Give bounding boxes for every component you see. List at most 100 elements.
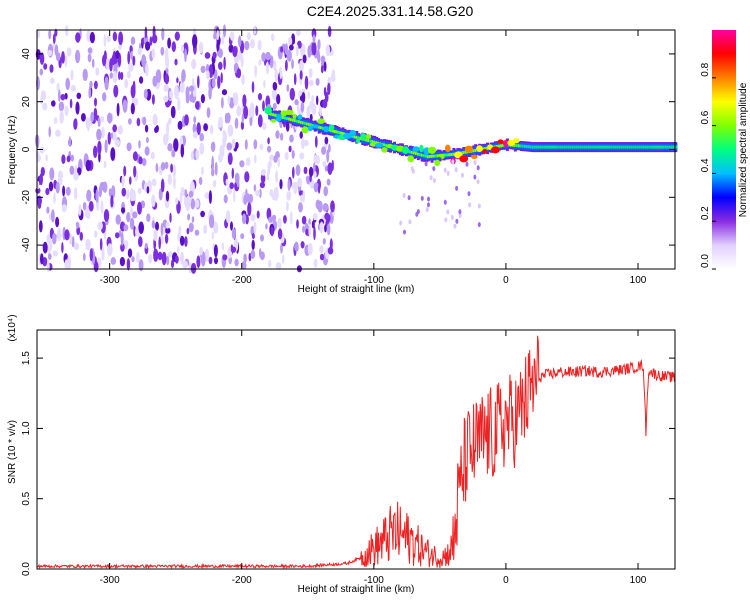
noise-speckle <box>294 241 299 252</box>
noise-speckle <box>71 236 75 248</box>
noise-speckle <box>225 178 229 186</box>
noise-speckle <box>167 251 173 258</box>
signal-band-peak <box>327 128 331 132</box>
noise-speckle <box>94 80 98 90</box>
noise-speckle <box>152 25 156 39</box>
noise-speckle <box>190 151 194 160</box>
noise-speckle <box>243 253 247 263</box>
noise-speckle <box>172 164 177 178</box>
noise-speckle <box>174 58 178 66</box>
noise-speckle <box>249 39 255 49</box>
y-tick-label: 1.5 <box>21 351 32 365</box>
noise-speckle <box>158 236 161 250</box>
noise-speckle <box>57 228 62 242</box>
noise-speckle <box>45 187 50 196</box>
noise-speckle <box>137 48 142 55</box>
signal-band-peak <box>605 145 608 149</box>
signal-blob <box>307 125 313 132</box>
noise-speckle <box>165 55 170 69</box>
noise-speckle <box>244 40 250 51</box>
noise-speckle <box>254 64 258 78</box>
noise-speckle <box>446 209 450 215</box>
noise-speckle <box>58 101 65 112</box>
signal-band-peak <box>551 145 555 149</box>
noise-speckle <box>64 55 68 68</box>
x-tick-label: 0 <box>503 575 509 586</box>
noise-speckle <box>137 201 142 215</box>
noise-speckle <box>111 130 117 141</box>
noise-speckle <box>228 44 234 53</box>
noise-speckle <box>100 200 104 214</box>
y-tick-label: 40 <box>21 48 32 60</box>
noise-speckle <box>314 135 318 148</box>
signal-band-peak <box>609 145 612 149</box>
signal-band-peak <box>670 145 674 149</box>
noise-speckle <box>70 69 74 81</box>
signal-band-peak <box>293 119 297 123</box>
noise-speckle <box>45 154 48 162</box>
noise-speckle <box>97 117 101 128</box>
signal-band-peak <box>634 145 638 149</box>
noise-speckle <box>280 132 284 141</box>
noise-speckle <box>101 246 105 261</box>
noise-speckle <box>227 124 234 137</box>
signal-band-peak <box>274 113 278 117</box>
noise-speckle <box>110 132 114 139</box>
signal-band-peak <box>638 145 642 149</box>
noise-speckle <box>274 68 278 82</box>
noise-speckle <box>455 218 459 224</box>
noise-speckle <box>174 85 179 100</box>
noise-speckle <box>451 159 455 165</box>
noise-speckle <box>179 81 185 93</box>
noise-speckle <box>99 238 103 251</box>
noise-speckle <box>61 204 67 213</box>
snr-y-label: SNR (10 * v/v) <box>7 420 18 484</box>
noise-speckle <box>294 99 299 106</box>
noise-speckle <box>313 171 317 179</box>
signal-band-peak <box>549 145 553 149</box>
noise-speckle <box>272 81 278 91</box>
noise-speckle <box>120 243 125 252</box>
noise-speckle <box>169 212 172 223</box>
noise-speckle <box>300 241 305 249</box>
noise-speckle <box>233 188 236 203</box>
noise-speckle <box>82 201 87 211</box>
signal-band-peak <box>496 145 499 148</box>
noise-speckle <box>55 129 61 137</box>
noise-speckle <box>130 36 136 45</box>
noise-speckle <box>121 207 126 214</box>
noise-speckle <box>275 262 282 270</box>
y-tick-label: 1.0 <box>21 421 32 435</box>
noise-speckle <box>126 258 131 271</box>
noise-speckle <box>164 73 170 85</box>
noise-speckle <box>238 35 242 48</box>
signal-band-peak <box>309 123 313 127</box>
noise-speckle <box>104 139 108 154</box>
noise-speckle <box>227 152 233 165</box>
signal-band-peak <box>448 153 452 157</box>
signal-band-peak <box>537 145 541 149</box>
signal-band-peak <box>307 122 311 126</box>
noise-speckle <box>271 193 277 201</box>
noise-speckle <box>75 221 80 229</box>
noise-speckle <box>69 233 73 245</box>
noise-speckle <box>230 246 237 253</box>
noise-speckle <box>56 82 60 91</box>
noise-speckle <box>276 93 281 105</box>
noise-speckle <box>198 176 203 186</box>
noise-speckle <box>326 149 330 163</box>
signal-band-peak <box>545 145 549 149</box>
noise-speckle <box>69 165 75 175</box>
noise-speckle <box>299 60 304 72</box>
noise-speckle <box>261 52 266 62</box>
noise-speckle <box>313 212 318 221</box>
noise-speckle <box>220 72 223 84</box>
noise-speckle <box>64 92 68 100</box>
signal-band-peak <box>434 154 438 158</box>
noise-speckle <box>65 77 70 90</box>
noise-speckle <box>257 114 263 128</box>
noise-speckle <box>170 105 176 119</box>
noise-speckle <box>40 94 43 105</box>
signal-blob <box>343 133 352 139</box>
noise-speckle <box>272 102 277 110</box>
